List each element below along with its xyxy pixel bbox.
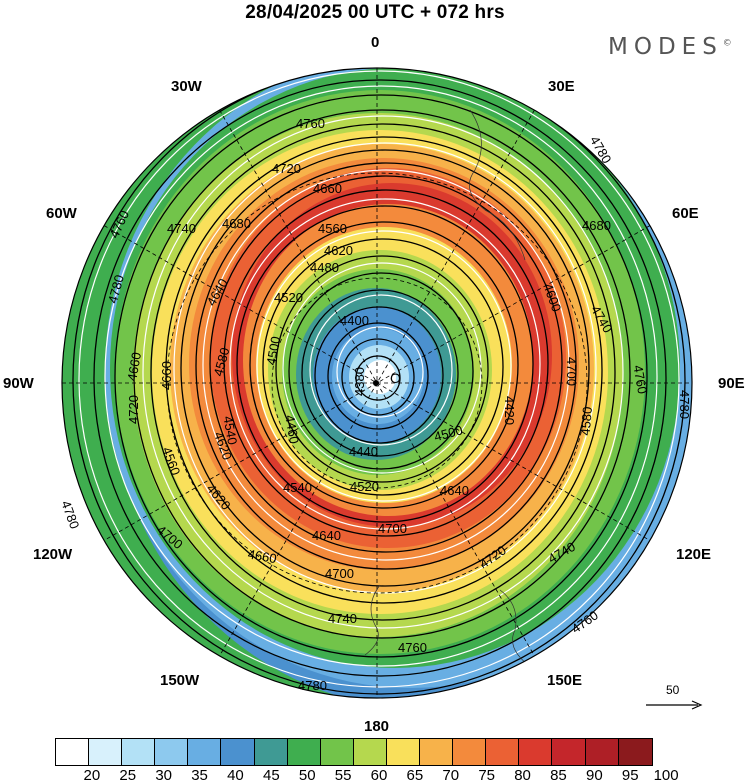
colorbar-tick-label: 35	[191, 767, 208, 784]
longitude-label-120e: 120E	[676, 546, 712, 563]
colorbar-swatch	[254, 739, 288, 765]
colorbar-tick-label: 30	[155, 767, 172, 784]
longitude-label-30e: 30E	[548, 78, 575, 95]
contour-label: 4580	[211, 346, 233, 378]
contour-label: 4400	[340, 313, 369, 328]
contour-label: 4660	[159, 361, 174, 390]
pole-point	[373, 380, 379, 386]
contour-label: 4760	[296, 116, 325, 131]
colorbar-tick-label: 100	[653, 767, 679, 784]
contour-label: 4740	[167, 221, 196, 236]
colorbar-swatch	[56, 739, 90, 765]
colorbar-tick-label: 25	[119, 767, 137, 784]
colorbar-tick-label: 65	[406, 767, 424, 784]
contour-label: 4560	[318, 221, 347, 236]
longitude-label-0: 0	[371, 34, 380, 51]
colorbar-tick-label: 75	[478, 767, 495, 784]
colorbar-swatch	[585, 739, 619, 765]
colorbar-tick-label: 95	[621, 767, 639, 784]
contour-label: 4720	[272, 161, 301, 176]
colorbar-tick-label: 60	[370, 767, 388, 784]
colorbar-tick-label: 70	[442, 767, 460, 784]
colorbar	[55, 738, 653, 766]
contour-label: 4660	[124, 351, 144, 382]
longitude-label-90w: 90W	[3, 375, 34, 392]
colorbar-swatch	[122, 739, 156, 765]
contour-label: 4500	[432, 422, 464, 444]
contour-label: 4780	[677, 390, 692, 419]
contour-label: 4680	[582, 218, 611, 233]
colorbar-tick-label: 40	[227, 767, 244, 784]
low-center-marker: O	[390, 370, 401, 386]
colorbar-swatch	[320, 739, 354, 765]
colorbar-ticks: 20 25 30 35 40 45 50 55 60 65 70 75 80 85 90 95 100	[55, 767, 750, 784]
colorbar-tick-label: 20	[83, 767, 101, 784]
longitude-label-30w: 30W	[171, 78, 202, 95]
contour-label: 4540	[283, 480, 312, 495]
colorbar-swatch	[221, 739, 255, 765]
contour-label: 4780	[58, 499, 82, 531]
modes-logo: MODES©	[608, 34, 732, 60]
longitude-label-150e: 150E	[547, 672, 583, 689]
contour-label: 4700	[325, 566, 354, 581]
longitude-label-90e: 90E	[718, 375, 745, 392]
contour-label: 4420	[502, 396, 517, 425]
contour-label-layer: 4760 4780 4720 4660 4740 4760 4780 4680 …	[58, 116, 692, 693]
colorbar-swatch	[486, 739, 520, 765]
longitude-label-120w: 120W	[33, 546, 73, 563]
contour-label: 4620	[324, 243, 353, 258]
map-title: 28/04/2025 00 UTC + 072 hrs	[245, 2, 505, 23]
contour-label: 4580	[578, 406, 595, 436]
colorbar-swatch	[155, 739, 189, 765]
contour-label: 4740	[328, 611, 357, 626]
colorbar-swatch	[552, 739, 586, 765]
contour-label: 4700	[378, 521, 407, 536]
contour-label: 4760	[398, 640, 427, 655]
coastlines	[364, 109, 536, 671]
colorbar-swatch	[618, 739, 652, 765]
contour-label: 4640	[440, 483, 469, 498]
contour-label: 4460	[282, 414, 302, 445]
colorbar-tick-label: 80	[514, 767, 531, 784]
colorbar-tick-label: 85	[550, 767, 567, 784]
colorbar-tick-label: 50	[298, 767, 316, 784]
contour-label: 4680	[222, 216, 251, 231]
colorbar-swatch	[453, 739, 487, 765]
reference-vector-arrow	[646, 700, 703, 710]
contour-label: 4700	[564, 357, 579, 386]
contour-label: 4720	[126, 395, 141, 424]
longitude-label-150w: 150W	[160, 672, 200, 689]
colorbar-swatch	[188, 739, 222, 765]
colorbar-swatch	[519, 739, 553, 765]
contour-label: 4380	[352, 367, 367, 396]
longitude-label-60e: 60E	[672, 205, 699, 222]
contour-label: 4660	[313, 181, 342, 196]
contour-label: 4480	[310, 260, 339, 275]
contour-label: 4520	[274, 290, 303, 305]
reference-vector-value: 50	[666, 683, 680, 697]
colorbar-tick-label: 55	[334, 767, 352, 784]
colorbar-swatch	[89, 739, 123, 765]
wind-streamlines	[78, 70, 680, 688]
colorbar-swatch	[420, 739, 454, 765]
longitude-label-60w: 60W	[46, 205, 77, 222]
contour-label: 4500	[263, 335, 283, 366]
colorbar-swatch	[353, 739, 387, 765]
colorbar-swatch	[287, 739, 321, 765]
contour-label: 4520	[350, 479, 379, 494]
contour-label: 4780	[298, 678, 327, 693]
contour-label: 4540	[220, 415, 240, 446]
longitude-label-180: 180	[364, 718, 390, 735]
height-contours	[72, 68, 686, 695]
contour-label: 4780	[105, 273, 127, 305]
colorbar-swatch	[386, 739, 421, 765]
contour-label: 4660	[247, 546, 278, 566]
colorbar-tick-label: 45	[262, 767, 280, 784]
contour-label: 4640	[312, 528, 341, 543]
contour-label: 4760	[630, 364, 650, 395]
colorbar-tick-label: 90	[585, 767, 603, 784]
contour-label: 4440	[349, 444, 378, 459]
map-boundary	[61, 67, 693, 699]
